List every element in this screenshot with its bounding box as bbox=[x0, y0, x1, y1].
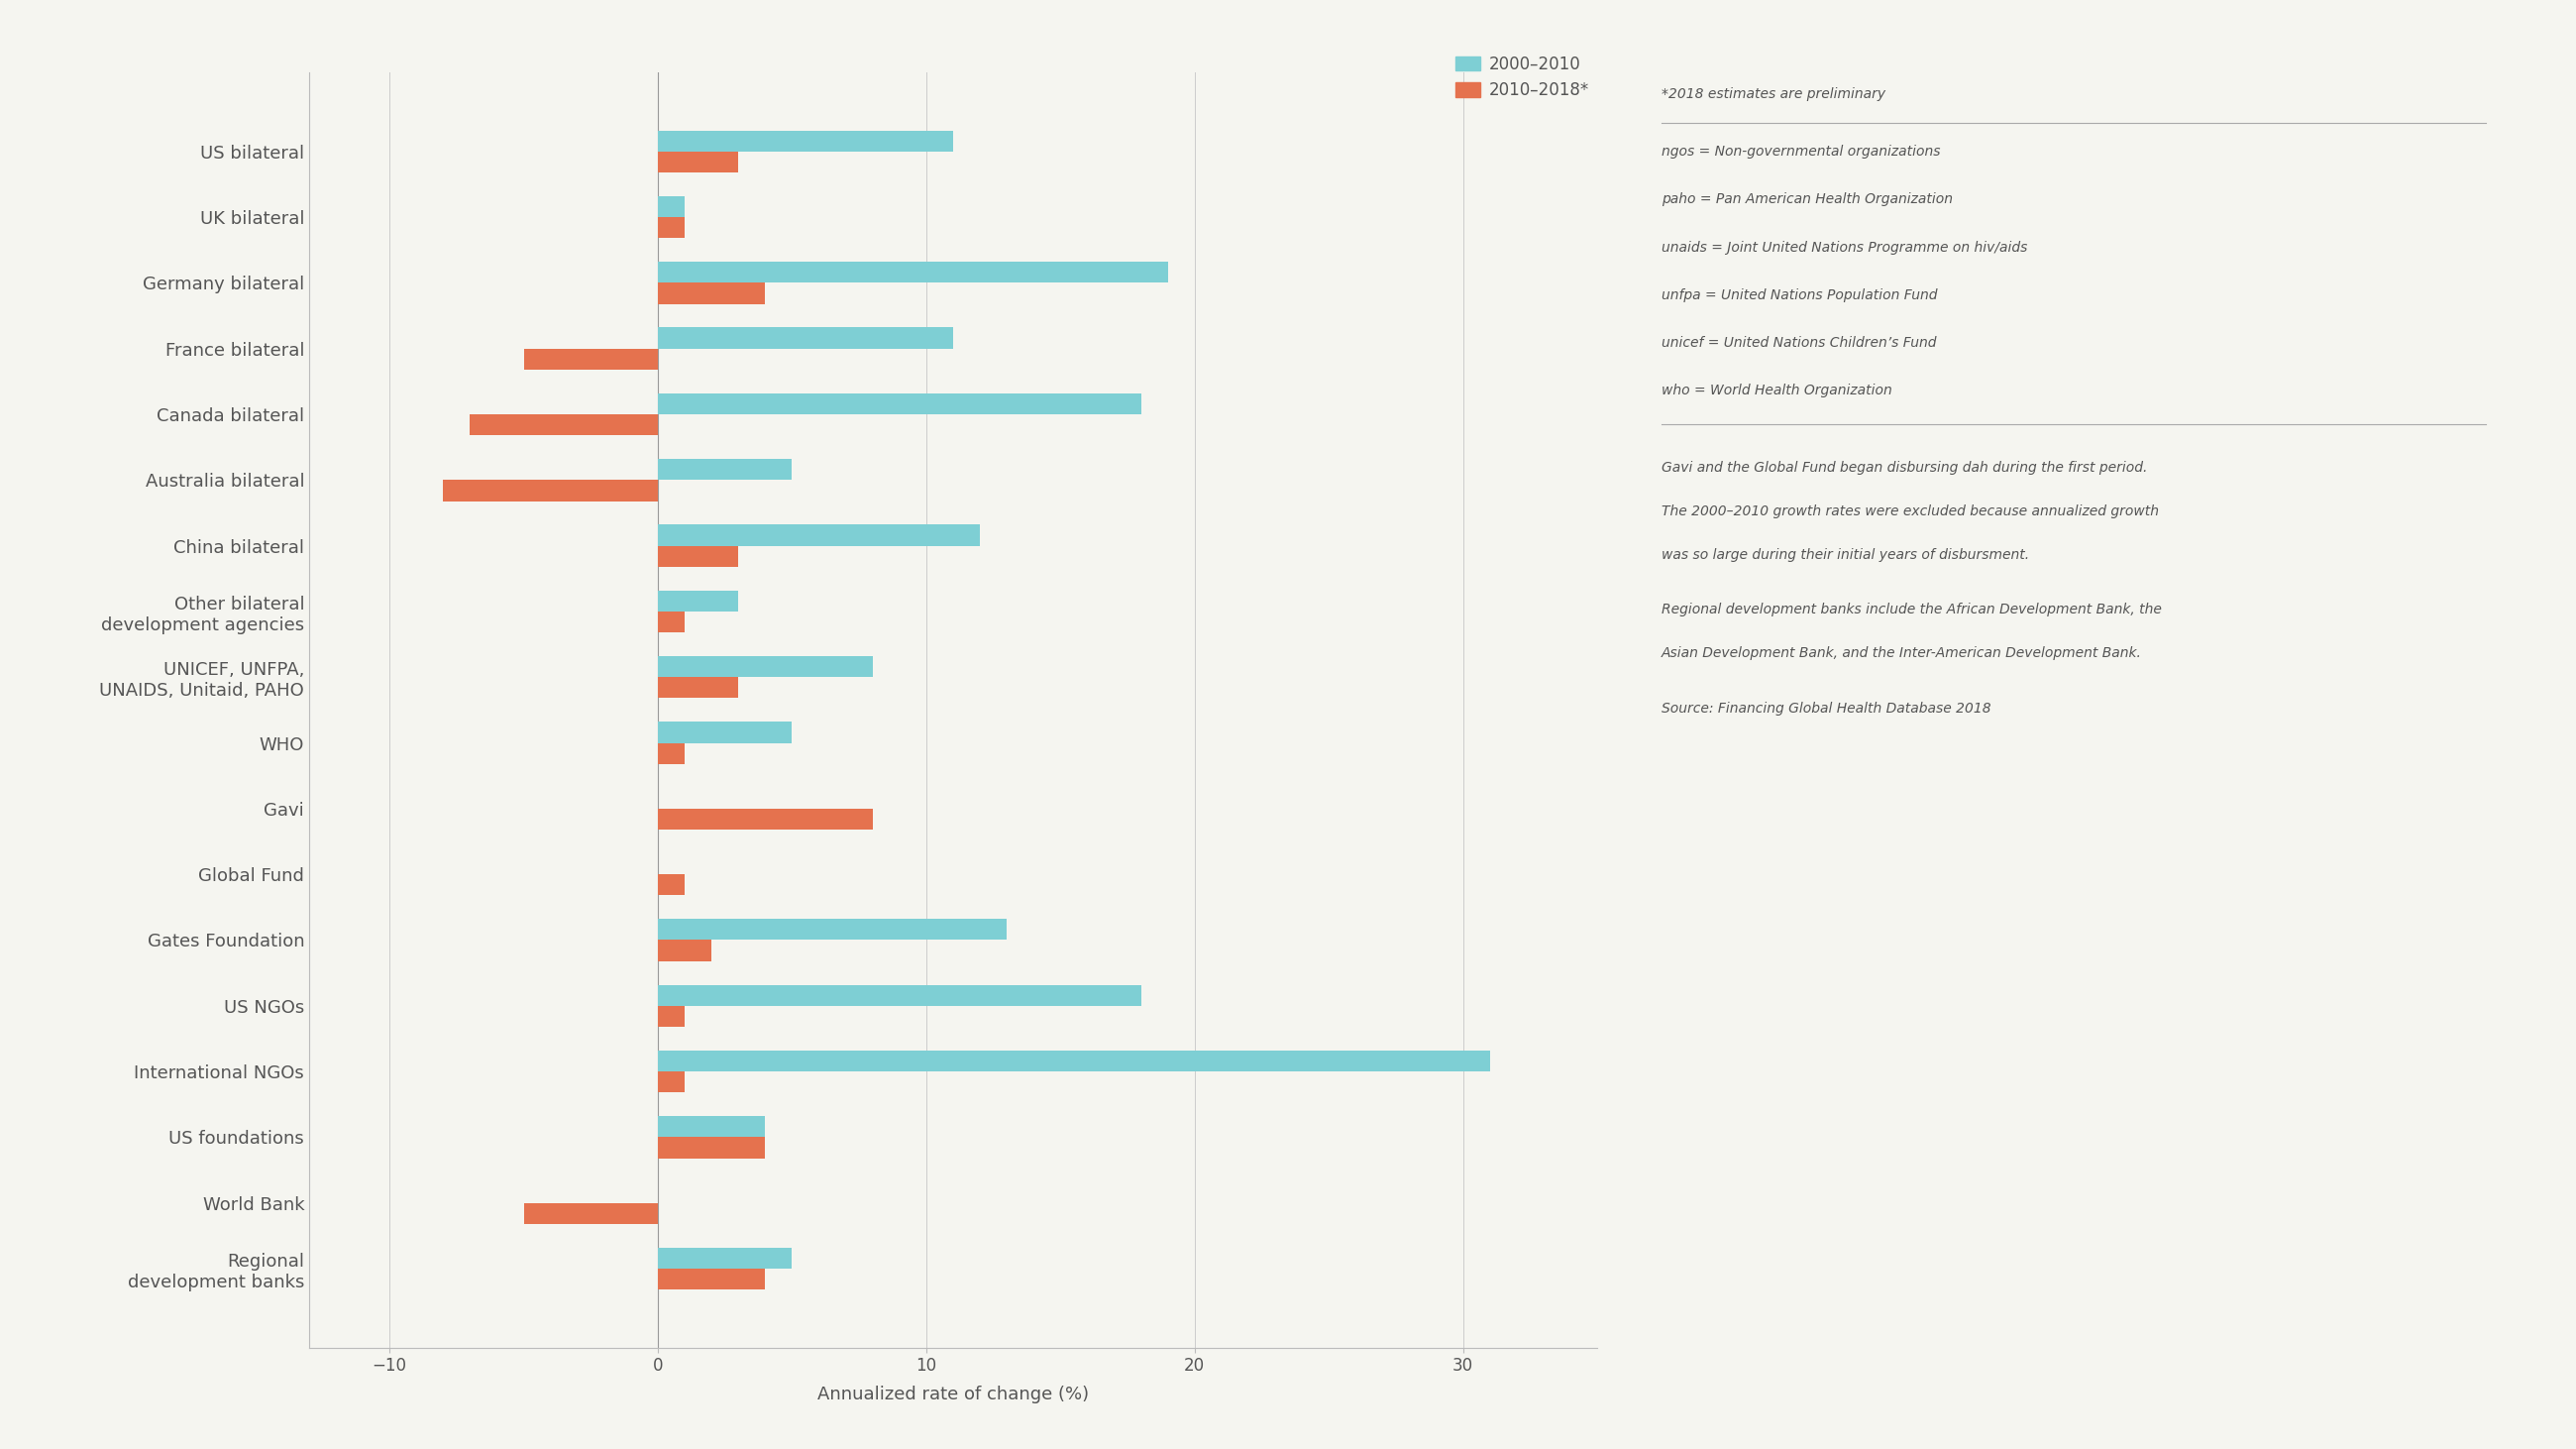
Bar bbox=[657, 1137, 765, 1158]
Bar bbox=[657, 1051, 1489, 1071]
X-axis label: Annualized rate of change (%): Annualized rate of change (%) bbox=[817, 1387, 1090, 1404]
Bar bbox=[657, 152, 739, 172]
Text: who = World Health Organization: who = World Health Organization bbox=[1662, 384, 1893, 398]
Text: *2018 estimates are preliminary: *2018 estimates are preliminary bbox=[1662, 87, 1886, 101]
Bar bbox=[523, 1203, 657, 1224]
Bar bbox=[657, 130, 953, 152]
Text: unaids = Joint United Nations Programme on hiv/aids: unaids = Joint United Nations Programme … bbox=[1662, 241, 2027, 255]
Legend: 2000–2010, 2010–2018*: 2000–2010, 2010–2018* bbox=[1455, 55, 1589, 99]
Bar bbox=[657, 940, 711, 961]
Bar bbox=[657, 985, 1141, 1006]
Bar bbox=[469, 414, 657, 435]
Text: The 2000–2010 growth rates were excluded because annualized growth: The 2000–2010 growth rates were excluded… bbox=[1662, 504, 2159, 519]
Bar bbox=[657, 546, 739, 567]
Bar bbox=[657, 743, 685, 764]
Bar bbox=[657, 611, 685, 632]
Text: Regional development banks include the African Development Bank, the: Regional development banks include the A… bbox=[1662, 603, 2161, 617]
Bar bbox=[657, 874, 685, 895]
Text: Gavi and the Global Fund began disbursing dah during the first period.: Gavi and the Global Fund began disbursin… bbox=[1662, 461, 2148, 475]
Text: unfpa = United Nations Population Fund: unfpa = United Nations Population Fund bbox=[1662, 288, 1937, 303]
Bar bbox=[657, 1248, 791, 1268]
Bar bbox=[657, 459, 791, 480]
Bar bbox=[657, 196, 685, 217]
Bar bbox=[657, 393, 1141, 414]
Text: Asian Development Bank, and the Inter-American Development Bank.: Asian Development Bank, and the Inter-Am… bbox=[1662, 646, 2141, 661]
Bar bbox=[657, 722, 791, 743]
Bar bbox=[657, 590, 739, 611]
Bar bbox=[657, 656, 873, 677]
Bar bbox=[657, 1268, 765, 1290]
Bar bbox=[657, 217, 685, 238]
Text: ngos = Non-governmental organizations: ngos = Non-governmental organizations bbox=[1662, 145, 1940, 159]
Bar bbox=[657, 1006, 685, 1027]
Bar bbox=[657, 919, 1007, 940]
Bar bbox=[657, 283, 765, 304]
Bar bbox=[657, 262, 1167, 283]
Bar bbox=[657, 677, 739, 698]
Bar bbox=[657, 809, 873, 830]
Bar bbox=[657, 525, 979, 546]
Bar bbox=[443, 480, 657, 501]
Bar bbox=[657, 1071, 685, 1093]
Text: was so large during their initial years of disbursment.: was so large during their initial years … bbox=[1662, 548, 2030, 562]
Text: paho = Pan American Health Organization: paho = Pan American Health Organization bbox=[1662, 193, 1953, 207]
Bar bbox=[657, 1116, 765, 1137]
Bar bbox=[523, 349, 657, 369]
Text: Source: Financing Global Health Database 2018: Source: Financing Global Health Database… bbox=[1662, 701, 1991, 716]
Text: unicef = United Nations Children’s Fund: unicef = United Nations Children’s Fund bbox=[1662, 336, 1937, 351]
Bar bbox=[657, 327, 953, 349]
